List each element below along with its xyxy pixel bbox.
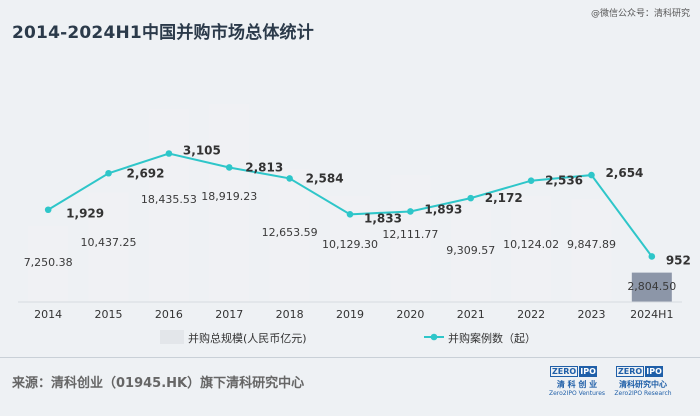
line-label-2024H1: 952 xyxy=(666,253,691,267)
line-label-2019: 1,833 xyxy=(364,211,402,225)
bar-label-2023: 9,847.89 xyxy=(567,238,616,251)
watermark: @微信公众号：清科研究 xyxy=(590,9,690,19)
x-tick-2020: 2020 xyxy=(396,308,424,321)
bar-label-2024H1: 2,804.50 xyxy=(627,280,676,293)
line-label-2020: 1,893 xyxy=(424,202,462,216)
bar-2018 xyxy=(269,169,310,302)
bar-label-2015: 10,437.25 xyxy=(81,236,137,249)
bar-label-2018: 12,653.59 xyxy=(262,226,318,239)
chart-title: 2014-2024H1中国并购市场总体统计 xyxy=(12,23,314,43)
line-point-2022 xyxy=(527,177,535,185)
zero2ipo-research-logo: ZERO IPO 清科研究中心 Zero2IPO Research xyxy=(614,366,672,397)
x-tick-2023: 2023 xyxy=(577,308,605,321)
line-label-2016: 3,105 xyxy=(183,144,221,158)
bar-label-2019: 10,129.30 xyxy=(322,238,378,251)
line-point-2024H1 xyxy=(648,253,656,260)
bar-2016 xyxy=(148,108,189,302)
x-tick-2021: 2021 xyxy=(457,308,485,321)
line-label-2021: 2,172 xyxy=(485,191,523,205)
x-tick-2016: 2016 xyxy=(155,308,183,321)
line-point-2020 xyxy=(407,208,414,215)
bar-label-2020: 12,111.77 xyxy=(382,228,438,241)
line-point-2014 xyxy=(44,206,52,214)
bar-label-2021: 9,309.57 xyxy=(446,244,495,257)
x-tick-2019: 2019 xyxy=(336,308,364,321)
x-tick-2014: 2014 xyxy=(34,308,62,321)
line-point-2015 xyxy=(105,169,112,177)
line-label-2015: 2,692 xyxy=(127,166,165,180)
line-label-2023: 2,654 xyxy=(605,166,643,180)
line-label-2017: 2,813 xyxy=(245,160,283,174)
legend-bar-label: 并购总规模(人民币亿元) xyxy=(188,331,307,345)
x-tick-2018: 2018 xyxy=(276,308,304,321)
bar-label-2016: 18,435.53 xyxy=(141,193,197,206)
bar-label-2014: 7,250.38 xyxy=(24,256,73,269)
bar-2021 xyxy=(450,204,491,302)
footer-divider xyxy=(0,357,700,358)
zero2ipo-ventures-logo: ZERO IPO 清 科 创 业 Zero2IPO Ventures xyxy=(548,366,606,397)
bar-2015 xyxy=(88,192,129,302)
line-label-2018: 2,584 xyxy=(306,171,344,185)
bar-2020 xyxy=(390,175,431,302)
bar-2017 xyxy=(209,103,250,302)
x-tick-2015: 2015 xyxy=(95,308,123,321)
bar-2014 xyxy=(28,226,69,302)
line-point-2021 xyxy=(467,194,475,202)
legend-line-marker xyxy=(430,333,438,341)
bar-2023 xyxy=(571,198,612,302)
legend-bar-swatch xyxy=(160,330,184,344)
line-point-2016 xyxy=(165,150,173,157)
bar-2022 xyxy=(511,195,552,302)
line-point-2023 xyxy=(588,171,595,179)
line-label-2014: 1,929 xyxy=(66,207,104,221)
x-tick-2017: 2017 xyxy=(215,308,243,321)
bar-2024H1 xyxy=(631,272,672,302)
bar-label-2017: 18,919.23 xyxy=(201,190,257,203)
chart: 7,250.38 2014 10,437.25 2015 18,435.53 2016 18… xyxy=(18,103,691,345)
x-tick-2024H1: 2024H1 xyxy=(630,308,673,321)
line-point-2019 xyxy=(346,211,354,218)
source-note: 来源：清科创业（01945.HK）旗下清科研究中心 xyxy=(12,376,305,391)
line-label-2022: 2,536 xyxy=(545,174,583,188)
bar-label-2022: 10,124.02 xyxy=(503,238,559,251)
line-point-2018 xyxy=(286,175,293,182)
x-tick-2022: 2022 xyxy=(517,308,545,321)
line-point-2017 xyxy=(225,164,233,171)
legend-line-label: 并购案例数（起） xyxy=(448,331,536,345)
